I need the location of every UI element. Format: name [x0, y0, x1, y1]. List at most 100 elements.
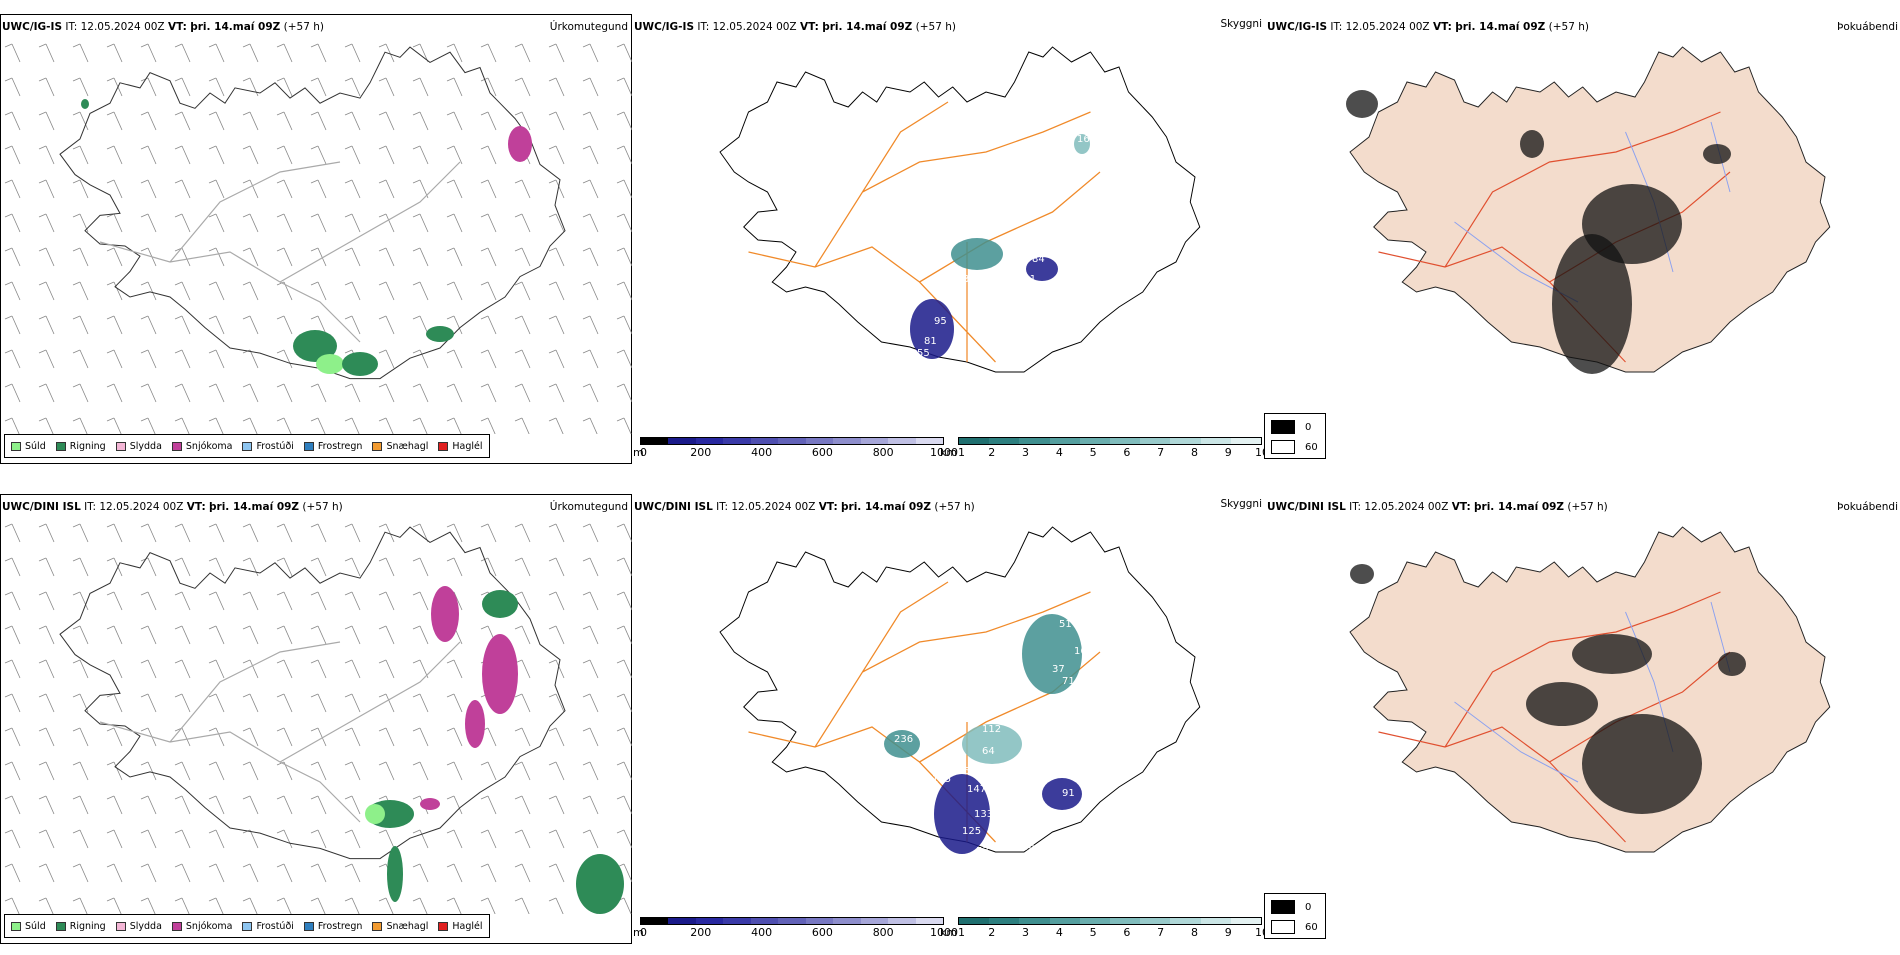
colorbar-tick-label: 7 — [1157, 446, 1165, 459]
colorbar-tick-label: 2 — [988, 926, 996, 939]
precip-area — [426, 326, 454, 342]
precip-legend-label: Slydda — [129, 920, 162, 932]
colorbar-segment — [833, 918, 861, 924]
precip-legend-label: Snjókoma — [185, 920, 233, 932]
visibility-colorbar — [958, 917, 1262, 925]
precip-legend-label: Frostregn — [317, 440, 363, 452]
colorbar-segment — [778, 918, 806, 924]
panel-title: UWC/DINI ISL IT: 12.05.2024 00Z VT: þri.… — [1267, 501, 1608, 513]
colorbar-segment — [805, 438, 834, 444]
visibility-value-label: 236 — [894, 734, 913, 745]
road-network — [99, 641, 461, 823]
visibility-value-label: 37 — [1052, 664, 1065, 675]
colorbar-tick-label: 5 — [1089, 926, 1097, 939]
colorbar-segment — [833, 438, 861, 444]
precip-map — [4, 43, 632, 434]
colorbar-segment — [860, 918, 889, 924]
precip-area — [420, 798, 440, 810]
cloud-title: Skyggni — [1220, 498, 1263, 510]
colorbar-segment — [860, 438, 889, 444]
precip-type-legend: Súld Rigning Slydda Snjókoma Frostúði Frostre… — [4, 914, 490, 938]
colorbar-segment — [1110, 918, 1141, 924]
ceiling-colorbar — [640, 917, 944, 925]
colorbar-segment — [1200, 438, 1231, 444]
colorbar-tick-label: 400 — [751, 926, 773, 939]
colorbar-tick-label: 9 — [1224, 446, 1232, 459]
colorbar-segment — [1049, 918, 1080, 924]
precip-legend-item: Snjókoma — [171, 920, 233, 932]
colorbar-segment — [1049, 438, 1080, 444]
colorbar-tick-label: 8 — [1190, 446, 1198, 459]
fog-legend-label: 0 — [1305, 901, 1312, 913]
precip-legend-item: Frostregn — [303, 440, 363, 452]
colorbar-segment — [915, 918, 943, 924]
visibility-value-label: 71 — [1062, 676, 1075, 687]
ceiling-colorbar — [640, 437, 944, 445]
wind-barbs — [4, 43, 632, 434]
precip-legend-label: Súld — [25, 920, 46, 932]
visibility-value-label: 125 — [962, 826, 981, 837]
colorbar-tick-label: 8 — [1190, 926, 1198, 939]
precip-type-title: Úrkomutegund — [549, 21, 628, 33]
forecast-row-dini: UWC/DINI ISL IT: 12.05.2024 00Z VT: þri.… — [0, 480, 1900, 955]
precip-legend-label: Frostregn — [317, 920, 363, 932]
precip-swatch — [55, 921, 66, 931]
precip-legend-label: Snjókoma — [185, 440, 233, 452]
colorbar-segment — [750, 438, 779, 444]
colorbar-segment — [1170, 438, 1201, 444]
visibility-area — [910, 299, 954, 359]
colorbar-segment — [888, 438, 916, 444]
fog-area — [1350, 564, 1374, 584]
visibility-value-label: 104 — [1016, 842, 1035, 853]
visibility-area — [962, 724, 1022, 764]
precip-swatch — [242, 921, 253, 931]
fog-swatch-white — [1271, 920, 1295, 934]
visibility-value-label: 91 — [1062, 788, 1075, 799]
precip-area — [508, 126, 532, 162]
ceiling-visibility-panel: UWC/IG-IS IT: 12.05.2024 00Z VT: þri. 14… — [632, 0, 1269, 475]
precip-legend-label: Slydda — [129, 440, 162, 452]
road-network — [748, 101, 1101, 363]
colorbar-tick-label: 800 — [872, 926, 894, 939]
colorbar-segment — [668, 438, 696, 444]
precip-swatch — [438, 441, 449, 451]
colorbar-tick-label: 1000 — [930, 446, 958, 459]
precip-swatch — [372, 921, 383, 931]
colorbar-tick-label: 9 — [1224, 926, 1232, 939]
colorbar-segment — [1140, 438, 1171, 444]
fog-title: Þokuábendi — [1837, 21, 1898, 33]
visibility-value-label: 131 — [1017, 274, 1036, 285]
colorbar-tick-label: 200 — [690, 446, 712, 459]
visibility-value-label: 105 — [932, 774, 951, 785]
colorbar-segment — [750, 918, 779, 924]
fog-area — [1572, 634, 1652, 674]
visibility-value-label: 81 — [924, 336, 937, 347]
colorbar-segment — [959, 438, 990, 444]
visibility-value-label: 213 — [922, 211, 941, 222]
precip-legend-item: Slydda — [115, 920, 162, 932]
colorbar-tick-label: 200 — [690, 926, 712, 939]
visibility-value-label: 84 — [1032, 254, 1045, 265]
precip-type-panel: UWC/DINI ISL IT: 12.05.2024 00Z VT: þri.… — [0, 480, 632, 955]
precip-legend-label: Frostúði — [256, 440, 294, 452]
precip-swatch — [242, 441, 253, 451]
precip-area — [365, 804, 385, 824]
visibility-area — [934, 774, 990, 854]
colorbar-segment — [888, 918, 916, 924]
precip-legend-label: Rigning — [69, 440, 106, 452]
precip-legend-item: Rigning — [55, 921, 106, 932]
fog-indicator-panel: UWC/IG-IS IT: 12.05.2024 00Z VT: þri. 14… — [1262, 0, 1900, 475]
colorbar-tick-label: 7 — [1157, 926, 1165, 939]
visibility-value-label: 112 — [982, 724, 1001, 735]
precip-area — [431, 586, 459, 642]
colorbar-segment — [695, 918, 724, 924]
colorbar-tick-label: 6 — [1123, 926, 1131, 939]
colorbar-segment — [1110, 438, 1141, 444]
visibility-value-label: 161 — [1074, 646, 1093, 657]
colorbar-tick-label: 400 — [751, 446, 773, 459]
precip-legend-item: Súld — [11, 441, 46, 452]
colorbar-tick-label: 3 — [1022, 446, 1030, 459]
precip-area — [316, 354, 344, 374]
precip-swatch — [438, 921, 449, 931]
fog-legend-label: 60 — [1305, 921, 1318, 933]
